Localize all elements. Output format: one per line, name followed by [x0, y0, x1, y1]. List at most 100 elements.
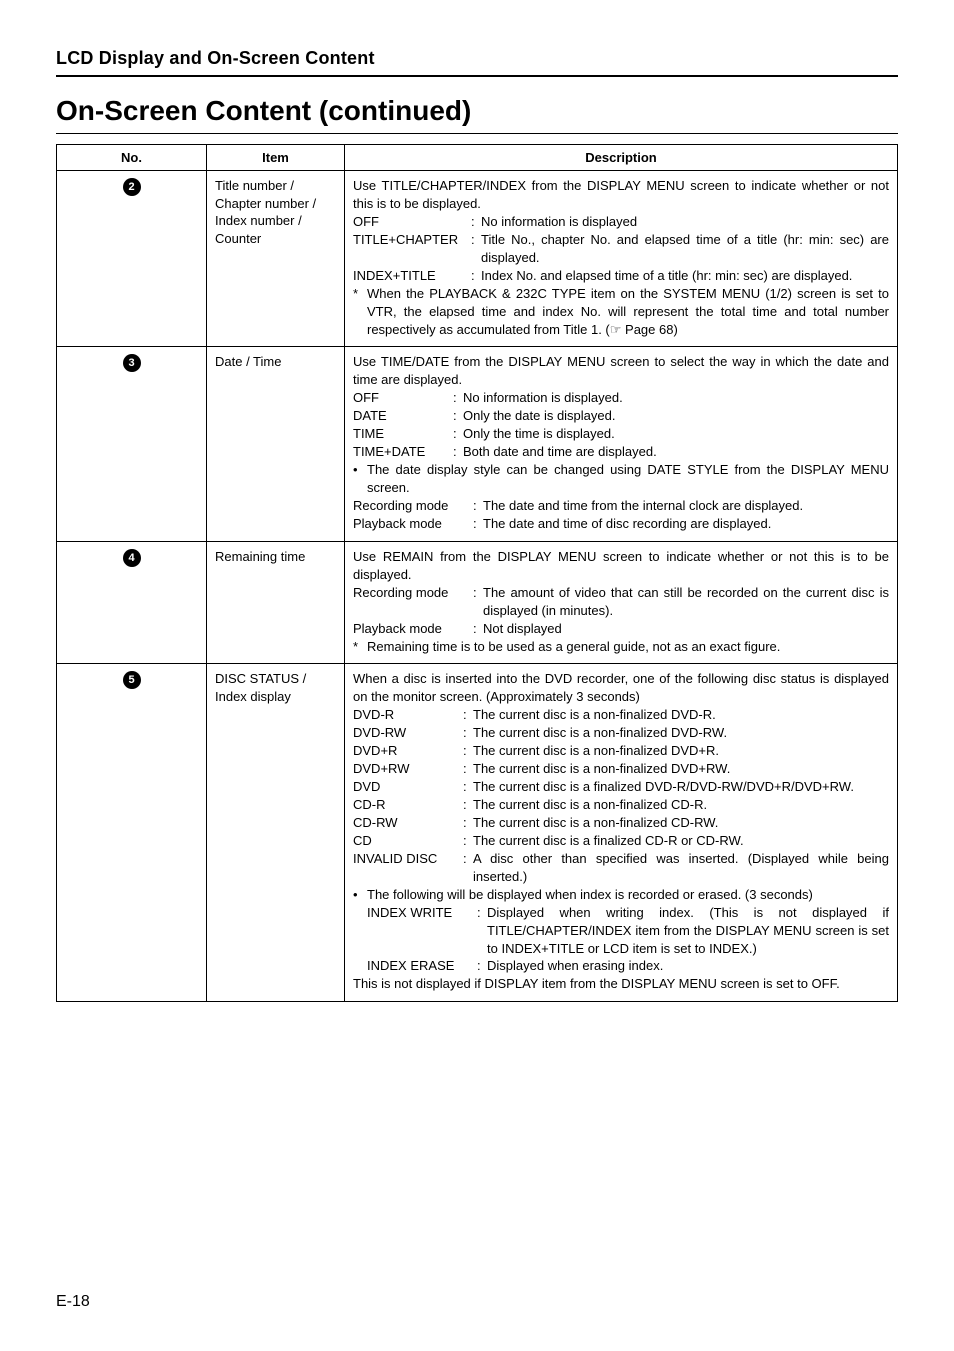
- def-label: INDEX ERASE: [367, 957, 477, 975]
- def-label: CD-R: [353, 796, 463, 814]
- def-colon: :: [453, 443, 463, 461]
- desc-intro: Use REMAIN from the DISPLAY MENU screen …: [353, 548, 889, 584]
- def-value: A disc other than specified was inserted…: [473, 850, 889, 886]
- def-label: OFF: [353, 389, 453, 407]
- def-label: TITLE+CHAPTER: [353, 231, 471, 267]
- def-row: Recording mode : The date and time from …: [353, 497, 889, 515]
- def-colon: :: [453, 425, 463, 443]
- row-item: DISC STATUS / Index display: [207, 664, 345, 1002]
- def-colon: :: [473, 620, 483, 638]
- bullet-icon: •: [353, 461, 367, 497]
- row-number: 3: [57, 347, 207, 541]
- def-colon: :: [463, 832, 473, 850]
- def-row: CD : The current disc is a finalized CD-…: [353, 832, 889, 850]
- table-header-row: No. Item Description: [57, 145, 898, 171]
- indented-defs: INDEX WRITE : Displayed when writing ind…: [353, 904, 889, 976]
- def-value: Not displayed: [483, 620, 889, 638]
- asterisk-icon: *: [353, 285, 367, 339]
- def-row: DVD-RW : The current disc is a non-final…: [353, 724, 889, 742]
- content-table: No. Item Description 2 Title number / Ch…: [56, 144, 898, 1002]
- row-description: Use TIME/DATE from the DISPLAY MENU scre…: [345, 347, 898, 541]
- def-label: DATE: [353, 407, 453, 425]
- def-colon: :: [473, 515, 483, 533]
- col-desc: Description: [345, 145, 898, 171]
- def-label: Playback mode: [353, 620, 473, 638]
- bullet-text: The date display style can be changed us…: [367, 461, 889, 497]
- def-row: TITLE+CHAPTER : Title No., chapter No. a…: [353, 231, 889, 267]
- def-value: The current disc is a non-finalized DVD-…: [473, 724, 889, 742]
- row-item: Title number / Chapter number / Index nu…: [207, 171, 345, 347]
- note-row: * When the PLAYBACK & 232C TYPE item on …: [353, 285, 889, 339]
- def-label: INVALID DISC: [353, 850, 463, 886]
- def-value: Title No., chapter No. and elapsed time …: [481, 231, 889, 267]
- circled-num-icon: 2: [123, 178, 141, 196]
- row-item: Date / Time: [207, 347, 345, 541]
- def-colon: :: [471, 231, 481, 267]
- def-row: CD-RW : The current disc is a non-finali…: [353, 814, 889, 832]
- col-item: Item: [207, 145, 345, 171]
- desc-intro: When a disc is inserted into the DVD rec…: [353, 670, 889, 706]
- section-divider: [56, 75, 898, 77]
- def-value: The current disc is a finalized DVD-R/DV…: [473, 778, 889, 796]
- row-number: 5: [57, 664, 207, 1002]
- def-row: DVD+RW : The current disc is a non-final…: [353, 760, 889, 778]
- def-value: No information is displayed.: [463, 389, 889, 407]
- def-label: INDEX WRITE: [367, 904, 477, 958]
- def-label: CD: [353, 832, 463, 850]
- note-text: When the PLAYBACK & 232C TYPE item on th…: [367, 285, 889, 339]
- def-row: TIME : Only the time is displayed.: [353, 425, 889, 443]
- def-value: Displayed when writing index. (This is n…: [487, 904, 889, 958]
- note-row: * Remaining time is to be used as a gene…: [353, 638, 889, 656]
- def-label: OFF: [353, 213, 471, 231]
- def-label: Playback mode: [353, 515, 473, 533]
- col-no: No.: [57, 145, 207, 171]
- def-colon: :: [463, 778, 473, 796]
- def-colon: :: [463, 760, 473, 778]
- table-row: 5 DISC STATUS / Index display When a dis…: [57, 664, 898, 1002]
- page-number: E-18: [56, 1293, 90, 1311]
- table-row: 2 Title number / Chapter number / Index …: [57, 171, 898, 347]
- circled-num-icon: 5: [123, 671, 141, 689]
- desc-intro: Use TIME/DATE from the DISPLAY MENU scre…: [353, 353, 889, 389]
- def-row: INDEX WRITE : Displayed when writing ind…: [367, 904, 889, 958]
- def-row: DVD : The current disc is a finalized DV…: [353, 778, 889, 796]
- def-value: The current disc is a non-finalized DVD+…: [473, 742, 889, 760]
- row-number: 4: [57, 541, 207, 664]
- def-label: TIME+DATE: [353, 443, 453, 461]
- def-value: The current disc is a non-finalized CD-R…: [473, 814, 889, 832]
- def-row: INDEX+TITLE : Index No. and elapsed time…: [353, 267, 889, 285]
- def-value: Index No. and elapsed time of a title (h…: [481, 267, 889, 285]
- circled-num-icon: 4: [123, 549, 141, 567]
- def-row: OFF : No information is displayed: [353, 213, 889, 231]
- note-text: Remaining time is to be used as a genera…: [367, 638, 889, 656]
- def-colon: :: [463, 814, 473, 832]
- row-description: Use TITLE/CHAPTER/INDEX from the DISPLAY…: [345, 171, 898, 347]
- def-colon: :: [463, 850, 473, 886]
- def-label: DVD-RW: [353, 724, 463, 742]
- def-value: Only the time is displayed.: [463, 425, 889, 443]
- def-colon: :: [471, 213, 481, 231]
- def-row: DATE : Only the date is displayed.: [353, 407, 889, 425]
- def-value: The date and time of disc recording are …: [483, 515, 889, 533]
- def-row: INDEX ERASE : Displayed when erasing ind…: [367, 957, 889, 975]
- def-colon: :: [477, 904, 487, 958]
- circled-num-icon: 3: [123, 354, 141, 372]
- row-item: Remaining time: [207, 541, 345, 664]
- desc-tail: This is not displayed if DISPLAY item fr…: [353, 975, 889, 993]
- asterisk-icon: *: [353, 638, 367, 656]
- def-colon: :: [473, 584, 483, 620]
- def-row: OFF : No information is displayed.: [353, 389, 889, 407]
- def-value: The current disc is a non-finalized DVD+…: [473, 760, 889, 778]
- def-value: No information is displayed: [481, 213, 889, 231]
- def-colon: :: [463, 706, 473, 724]
- def-row: CD-R : The current disc is a non-finaliz…: [353, 796, 889, 814]
- title-divider: [56, 133, 898, 134]
- bullet-icon: •: [353, 886, 367, 904]
- def-label: TIME: [353, 425, 453, 443]
- def-value: The current disc is a finalized CD-R or …: [473, 832, 889, 850]
- def-label: DVD: [353, 778, 463, 796]
- def-colon: :: [453, 407, 463, 425]
- def-row: DVD+R : The current disc is a non-finali…: [353, 742, 889, 760]
- row-number: 2: [57, 171, 207, 347]
- def-value: The date and time from the internal cloc…: [483, 497, 889, 515]
